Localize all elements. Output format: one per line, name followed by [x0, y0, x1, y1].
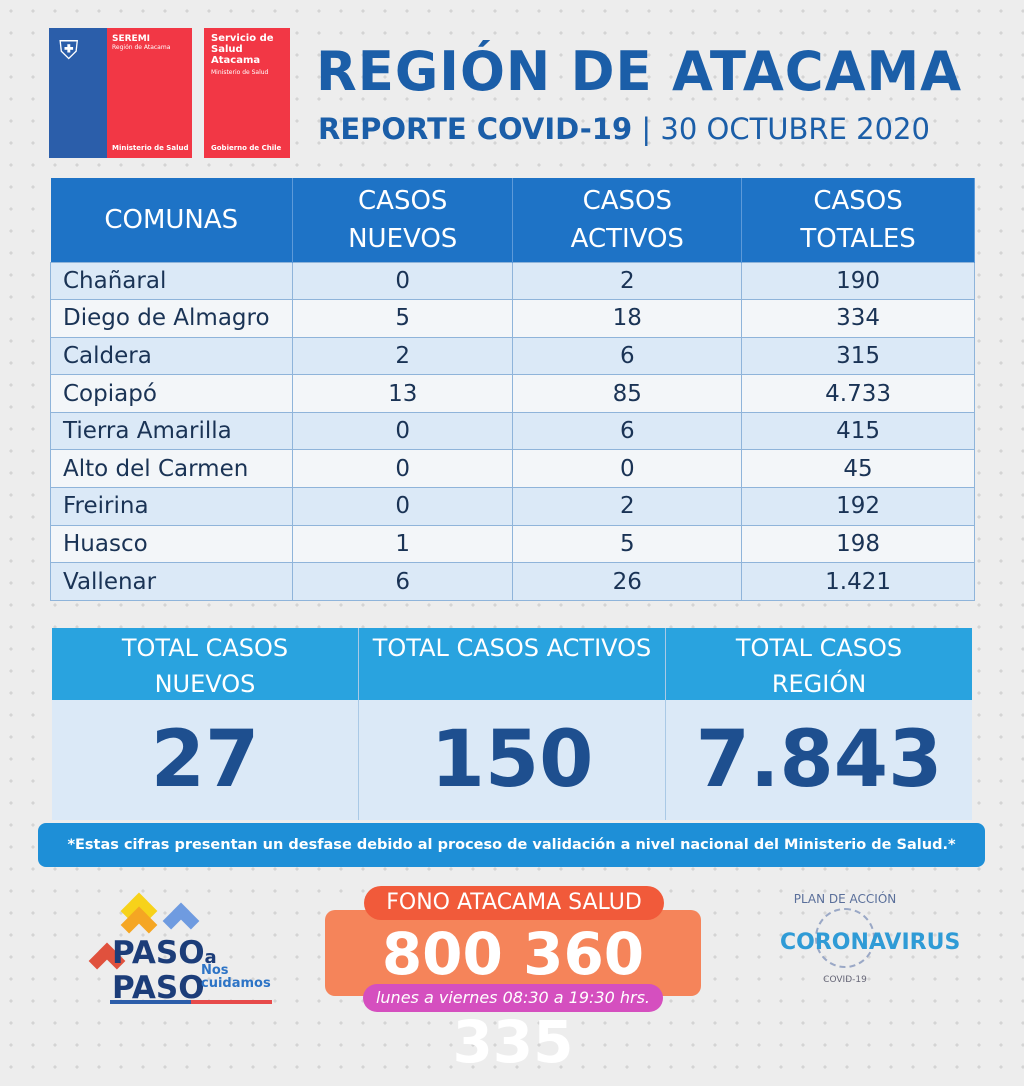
plan-top: PLAN DE ACCIÓN: [793, 892, 897, 906]
cell-value: 192: [741, 487, 975, 526]
totals-panel: TOTAL CASOS NUEVOS 27 TOTAL CASOS ACTIVOS 15…: [52, 628, 972, 820]
column-header: CASOS ACTIVOS: [512, 178, 743, 262]
cell-value: 2: [512, 261, 743, 301]
phone-hours: lunes a viernes 08:30 a 19:30 hrs.: [363, 984, 663, 1012]
seremi-footer: Ministerio de Salud: [112, 144, 189, 152]
seremi-subtitle: Región de Atacama: [112, 44, 171, 51]
cell-value: 315: [741, 336, 975, 376]
cell-value: 6: [512, 336, 743, 376]
cell-value: 2: [512, 487, 743, 526]
cell-value: 415: [741, 411, 975, 451]
table-row: Chañaral 0 2 190: [50, 261, 975, 301]
cell-value: 0: [291, 487, 514, 526]
column-header: CASOS NUEVOS: [292, 178, 514, 262]
table-row: Diego de Almagro 5 18 334: [50, 299, 975, 338]
total-value: 150: [359, 700, 665, 820]
total-label: TOTAL CASOS NUEVOS: [52, 628, 358, 700]
table-row: Huasco 1 5 198: [50, 524, 975, 564]
servicio-subtitle: Ministerio de Salud: [211, 69, 269, 76]
report-subtitle: REPORTE COVID-19 | 30 OCTUBRE 2020: [318, 112, 930, 146]
seremi-logo: ⛨ SEREMI Región de Atacama Ministerio de…: [49, 28, 192, 158]
cell-value: 26: [512, 562, 743, 601]
comuna-name: Freirina: [50, 487, 293, 526]
total-label: TOTAL CASOS ACTIVOS: [359, 628, 665, 700]
cell-value: 18: [512, 299, 743, 338]
cell-value: 45: [741, 449, 975, 489]
chevron-up-icon: [162, 902, 200, 940]
cell-value: 6: [291, 562, 514, 601]
paso-a: a: [204, 947, 217, 968]
cell-value: 5: [512, 524, 743, 564]
total-label: TOTAL CASOS REGIÓN: [666, 628, 972, 700]
table-row: Caldera 2 6 315: [50, 336, 975, 376]
cuidamos-text: cuidamos: [201, 976, 271, 991]
paso-a-paso-logo: PASOa PASO Nos cuidamos: [88, 890, 278, 1010]
cell-value: 1: [291, 524, 514, 564]
comuna-name: Vallenar: [50, 562, 293, 601]
coat-of-arms-icon: ⛨: [59, 36, 79, 66]
cell-value: 1.421: [741, 562, 975, 601]
total-card: TOTAL CASOS REGIÓN 7.843: [666, 628, 972, 820]
comuna-name: Caldera: [50, 336, 293, 376]
report-label: REPORTE COVID-19: [318, 112, 633, 146]
table-row: Freirina 0 2 192: [50, 487, 975, 526]
table-row: Copiapó 13 85 4.733: [50, 374, 975, 413]
comuna-name: Tierra Amarilla: [50, 411, 293, 451]
total-value: 27: [52, 700, 358, 820]
plan-main: CORONAVIRUS: [780, 930, 961, 955]
disclaimer-note: *Estas cifras presentan un desfase debid…: [38, 823, 985, 867]
comuna-name: Diego de Almagro: [50, 299, 293, 338]
cell-value: 198: [741, 524, 975, 564]
cell-value: 4.733: [741, 374, 975, 413]
divider: [110, 1000, 272, 1004]
comuna-name: Copiapó: [50, 374, 293, 413]
servicio-title: Servicio de Salud Atacama: [211, 33, 274, 66]
comunas-table: COMUNAS CASOS NUEVOS CASOS ACTIVOS CASOS TOTAL…: [50, 178, 975, 601]
cell-value: 5: [291, 299, 514, 338]
table-row: Tierra Amarilla 0 6 415: [50, 411, 975, 451]
cell-value: 0: [291, 449, 514, 489]
servicio-footer: Gobierno de Chile: [211, 144, 282, 152]
table-row: Alto del Carmen 0 0 45: [50, 449, 975, 489]
cell-value: 0: [291, 411, 514, 451]
report-date: 30 OCTUBRE 2020: [660, 112, 930, 146]
comuna-name: Huasco: [50, 524, 293, 564]
total-card: TOTAL CASOS ACTIVOS 150: [359, 628, 666, 820]
paso-word: PASO: [112, 935, 205, 971]
seremi-title: SEREMI: [112, 34, 151, 44]
cell-value: 190: [741, 261, 975, 301]
column-header: CASOS TOTALES: [741, 178, 975, 262]
table-row: Vallenar 6 26 1.421: [50, 562, 975, 601]
cell-value: 2: [291, 336, 514, 376]
cell-value: 0: [512, 449, 743, 489]
servicio-salud-logo: Servicio de Salud Atacama Ministerio de …: [204, 28, 290, 158]
fono-label: FONO ATACAMA SALUD: [364, 886, 664, 920]
plan-coronavirus-logo: PLAN DE ACCIÓN CORONAVIRUS COVID-19: [780, 890, 961, 1010]
total-card: TOTAL CASOS NUEVOS 27: [52, 628, 359, 820]
paso-word-2: PASO: [112, 970, 205, 1006]
plan-sub: COVID-19: [823, 975, 867, 985]
page-title: REGIÓN DE ATACAMA: [316, 40, 963, 103]
nos-text: Nos: [201, 963, 229, 978]
separator: |: [641, 112, 652, 146]
column-header: COMUNAS: [50, 178, 293, 262]
comuna-name: Alto del Carmen: [50, 449, 293, 489]
cell-value: 6: [512, 411, 743, 451]
virus-icon: [815, 908, 875, 968]
cell-value: 13: [291, 374, 514, 413]
cell-value: 0: [291, 261, 514, 301]
comuna-name: Chañaral: [50, 261, 293, 301]
cell-value: 334: [741, 299, 975, 338]
cell-value: 85: [512, 374, 743, 413]
total-value: 7.843: [666, 700, 972, 820]
